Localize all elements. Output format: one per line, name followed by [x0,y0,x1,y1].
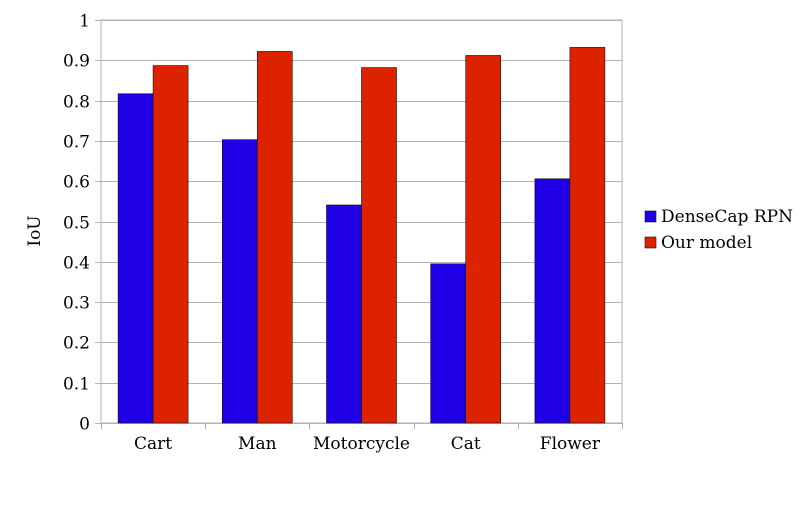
y-tick-label: 0.2 [63,334,90,354]
x-tick-label: Cat [451,434,481,454]
x-tick-label: Flower [540,434,601,454]
y-tick-label: 0.1 [63,375,90,395]
y-tick-label: 1 [79,12,90,32]
bar [117,93,154,424]
legend-swatch [644,236,657,249]
x-tick-label: Man [238,434,277,454]
bar [256,51,293,424]
bar [534,178,571,424]
bars [117,47,606,424]
y-tick-label: 0.4 [63,254,90,274]
y-tick-label: 0.3 [63,294,90,314]
x-tick-label: Motorcycle [313,434,410,454]
y-tick-label: 0.8 [63,93,90,113]
axes: 0 0.1 0.2 0.3 0.4 0.5 0.6 0.7 0.8 0.9 1 Cart Man Moto… [63,12,623,454]
bar [465,55,502,424]
legend-label: DenseCap RPN [661,207,793,227]
bar [326,204,362,424]
y-tick-label: 0.6 [63,173,90,193]
y-tick-label: 0.7 [63,133,90,153]
legend-label: Our model [661,233,752,253]
y-tick-label: 0 [79,415,90,435]
y-tick-label: 0.5 [63,214,90,234]
bar [430,263,467,424]
bar [152,65,189,424]
y-tick-label: 0.9 [63,52,90,72]
bar [361,67,397,424]
bar [222,139,258,424]
legend-swatch [644,210,657,223]
bar [569,47,606,424]
legend: DenseCap RPN Our model [644,207,793,253]
y-axis-title: IoU [25,215,45,246]
x-tick-label: Cart [134,434,172,454]
